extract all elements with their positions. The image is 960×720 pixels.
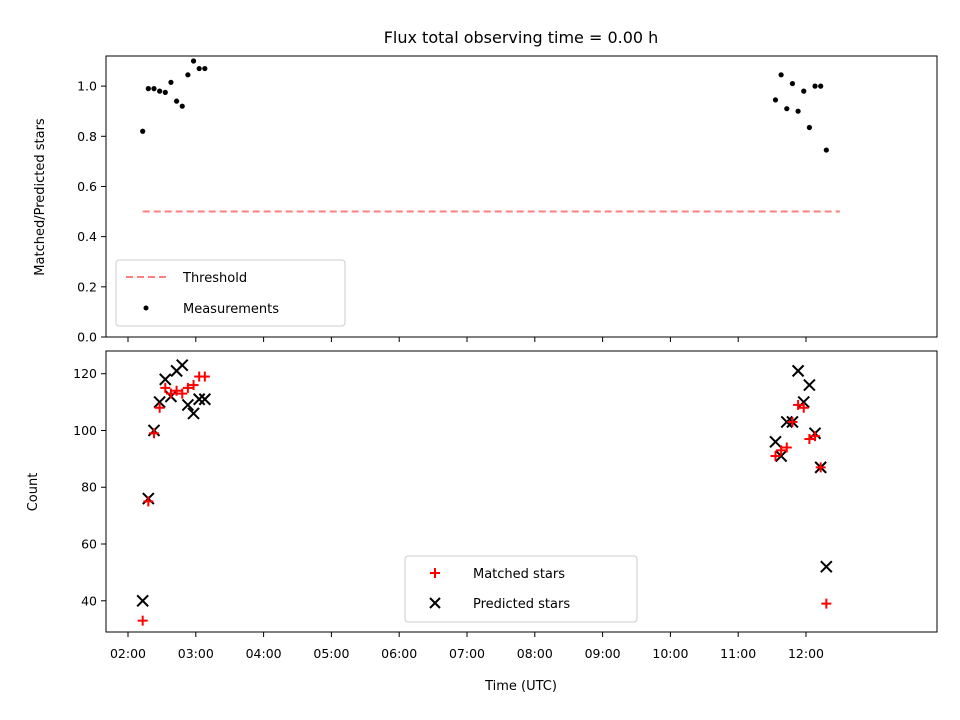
top-legend-box: [115, 259, 346, 327]
matched-star-point: [177, 388, 188, 399]
matched-star-point: [781, 442, 792, 453]
matched-star-point: [182, 382, 193, 393]
predicted-star-point: [136, 594, 149, 607]
measurement-point: [784, 106, 790, 112]
top-chart-title: Flux total observing time = 0.00 h: [384, 28, 659, 47]
bottom-x-tick-label: 12:00: [788, 646, 824, 661]
legend-measurements-swatch: [143, 305, 149, 311]
matched-star-point: [821, 598, 832, 609]
predicted-star-point: [187, 407, 200, 420]
predicted-star-point: [774, 449, 788, 463]
measurement-point: [202, 65, 208, 72]
bottom-plot-area: 40 60 80 100 120 02:00 03:00 04:00 05:00 06:00 07:…: [73, 358, 833, 661]
matched-star-point: [165, 388, 176, 399]
predicted-star-point: [192, 393, 206, 406]
matched-star-point: [137, 615, 148, 626]
legend-predicted-label: Predicted stars: [473, 597, 570, 612]
measurement-point: [818, 83, 824, 89]
measurement-point: [772, 97, 779, 103]
measurement-point: [168, 79, 174, 85]
measurement-point: [789, 80, 796, 87]
bottom-x-tick-label: 08:00: [517, 646, 553, 661]
top-plot-frame: [105, 55, 938, 338]
predicted-star-point: [769, 435, 782, 449]
bottom-x-tick-label: 05:00: [313, 646, 349, 661]
bottom-x-axis-label: Time (UTC): [484, 679, 557, 694]
matched-star-point: [188, 380, 199, 391]
matched-star-point: [143, 496, 154, 507]
top-plot-area: 0.0 0.2 0.4 0.6 0.8 1.0: [77, 58, 840, 345]
legend-measurements-label: Measurements: [183, 302, 279, 317]
bottom-x-tick-label: 06:00: [381, 646, 417, 661]
top-legend: Threshold Measurements: [115, 259, 346, 327]
matched-star-point: [810, 431, 821, 442]
bottom-y-tick-label: 80: [81, 480, 97, 495]
matched-star-point: [171, 385, 182, 396]
matched-star-point: [154, 402, 165, 413]
bottom-y-tick-label: 60: [81, 537, 97, 552]
predicted-star-point: [198, 393, 212, 406]
predicted-star-point: [181, 398, 195, 412]
bottom-legend: Matched stars Predicted stars: [404, 555, 638, 623]
measurement-point: [173, 98, 180, 104]
predicted-star-point: [803, 378, 816, 392]
measurement-point: [179, 103, 185, 109]
measurement-point: [778, 72, 784, 78]
matched-star-point: [804, 433, 815, 444]
bottom-legend-box: [404, 555, 638, 623]
matched-star-point: [798, 402, 809, 413]
top-y-tick-label: 0.4: [77, 229, 97, 244]
top-y-tick-label: 0.8: [77, 129, 97, 144]
measurement-point: [162, 89, 168, 95]
measurement-point: [196, 65, 202, 72]
predicted-star-point: [791, 364, 805, 378]
predicted-star-point: [820, 560, 833, 573]
matched-star-point: [160, 382, 171, 393]
bottom-x-tick-label: 07:00: [449, 646, 485, 661]
legend-matched-swatch: [430, 568, 440, 578]
predicted-star-point: [159, 373, 172, 386]
measurement-point: [823, 147, 829, 153]
top-y-tick-label: 1.0: [77, 79, 97, 94]
legend-threshold-label: Threshold: [182, 271, 247, 286]
matched-star-point: [776, 445, 787, 456]
measurement-point: [190, 58, 197, 64]
predicted-star-point: [176, 358, 189, 372]
top-y-tick-label: 0.6: [77, 179, 97, 194]
bottom-y-tick-label: 100: [73, 423, 97, 438]
bottom-y-tick-label: 40: [81, 593, 97, 608]
legend-predicted-swatch: [429, 597, 441, 609]
measurement-point: [157, 88, 163, 94]
top-y-tick-label: 0.0: [77, 330, 97, 345]
legend-matched-label: Matched stars: [473, 567, 565, 582]
measurement-point: [801, 88, 807, 94]
bottom-y-tick-label: 120: [73, 366, 97, 381]
matched-star-point: [793, 399, 804, 410]
matched-star-point: [770, 451, 781, 462]
top-y-tick-label: 0.2: [77, 279, 97, 294]
bottom-plot-frame: [105, 350, 938, 633]
matched-star-point: [787, 416, 798, 427]
measurement-point: [812, 83, 818, 89]
bottom-x-tick-label: 04:00: [246, 646, 282, 661]
bottom-x-tick-label: 02:00: [110, 646, 146, 661]
bottom-y-axis-label: Count: [26, 473, 41, 512]
measurement-point: [806, 124, 812, 131]
measurement-point: [185, 72, 191, 78]
measurement-point: [140, 128, 146, 134]
predicted-star-point: [153, 395, 166, 409]
top-y-axis-label: Matched/Predicted stars: [33, 118, 48, 276]
matched-star-point: [148, 428, 159, 439]
bottom-x-tick-label: 10:00: [652, 646, 688, 661]
matched-star-point: [815, 462, 826, 473]
predicted-star-point: [780, 415, 793, 429]
bottom-x-tick-label: 11:00: [720, 646, 756, 661]
measurement-point: [795, 108, 801, 114]
bottom-x-tick-label: 09:00: [585, 646, 621, 661]
measurement-point: [145, 86, 151, 92]
matched-star-point: [199, 371, 210, 382]
measurement-point: [151, 86, 157, 92]
bottom-x-tick-label: 03:00: [178, 646, 214, 661]
